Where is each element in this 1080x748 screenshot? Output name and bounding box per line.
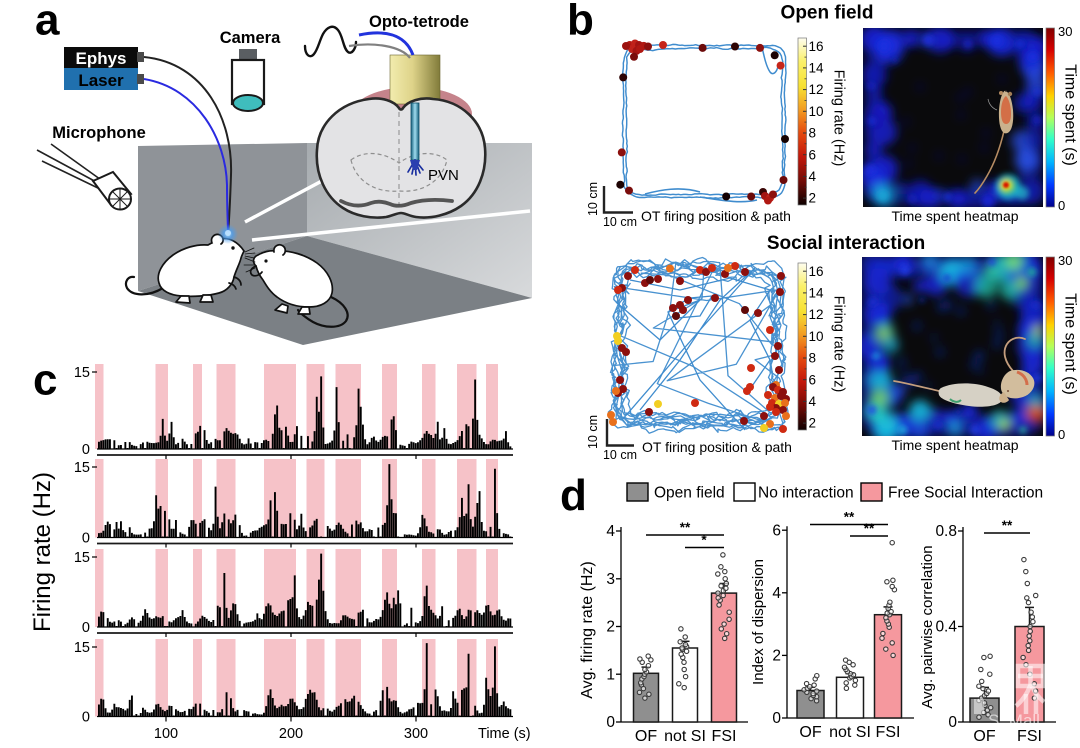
svg-text:PVN: PVN xyxy=(428,167,459,184)
svg-text:4: 4 xyxy=(606,523,615,540)
svg-text:6: 6 xyxy=(809,372,817,387)
svg-text:12: 12 xyxy=(809,82,824,97)
svg-text:0: 0 xyxy=(1058,198,1065,213)
svg-text:16: 16 xyxy=(809,264,824,279)
svg-text:0: 0 xyxy=(606,714,615,731)
svg-text:10 cm: 10 cm xyxy=(586,415,600,449)
svg-text:0: 0 xyxy=(82,531,90,547)
svg-text:14: 14 xyxy=(809,286,825,301)
svg-text:12: 12 xyxy=(809,307,824,322)
svg-text:Time (s): Time (s) xyxy=(478,726,531,742)
svg-text:Opto-tetrode: Opto-tetrode xyxy=(369,13,469,31)
svg-text:Ephys: Ephys xyxy=(75,49,126,68)
svg-text:c: c xyxy=(33,356,57,405)
svg-text:OT firing position & path: OT firing position & path xyxy=(642,439,792,455)
svg-text:10 cm: 10 cm xyxy=(603,448,637,462)
svg-text:Laser: Laser xyxy=(78,71,124,90)
svg-text:0: 0 xyxy=(82,620,90,636)
svg-text:4: 4 xyxy=(809,394,817,409)
svg-text:FSI: FSI xyxy=(712,728,737,745)
svg-text:FSI: FSI xyxy=(876,724,901,741)
svg-text:6: 6 xyxy=(772,522,781,539)
svg-text:No interaction: No interaction xyxy=(758,485,854,502)
svg-text:not SI: not SI xyxy=(664,728,706,745)
svg-text:16: 16 xyxy=(809,39,824,54)
svg-text:14: 14 xyxy=(809,61,825,76)
svg-text:not SI: not SI xyxy=(829,724,871,741)
svg-text:OF: OF xyxy=(635,728,657,745)
svg-text:15: 15 xyxy=(74,640,90,656)
svg-text:Open field: Open field xyxy=(654,485,725,502)
svg-text:a: a xyxy=(35,0,60,45)
svg-text:30: 30 xyxy=(1058,253,1072,268)
svg-text:Avg. pairwise correlation: Avg. pairwise correlation xyxy=(919,545,936,708)
svg-text:Open field: Open field xyxy=(781,3,874,24)
svg-text:10 cm: 10 cm xyxy=(603,215,637,229)
svg-text:2: 2 xyxy=(809,416,817,431)
svg-text:b: b xyxy=(567,0,594,45)
svg-text:FSI: FSI xyxy=(1017,728,1042,745)
svg-text:0: 0 xyxy=(948,714,957,731)
svg-text:Social interaction: Social interaction xyxy=(767,233,925,254)
svg-text:1: 1 xyxy=(606,667,615,684)
svg-text:8: 8 xyxy=(809,351,817,366)
svg-text:S..Mall: S..Mall xyxy=(988,711,1040,730)
svg-text:0.4: 0.4 xyxy=(935,619,957,636)
svg-text:8: 8 xyxy=(809,126,817,141)
svg-text:10: 10 xyxy=(809,104,824,119)
svg-text:10: 10 xyxy=(809,329,824,344)
svg-text:Time spent heatmap: Time spent heatmap xyxy=(891,208,1018,224)
svg-text:Microphone: Microphone xyxy=(52,124,146,142)
svg-text:2: 2 xyxy=(809,191,817,206)
svg-text:15: 15 xyxy=(74,460,90,476)
svg-text:**: ** xyxy=(864,521,875,536)
svg-text:0.8: 0.8 xyxy=(935,523,957,540)
svg-text:Time spent (s): Time spent (s) xyxy=(1062,293,1079,395)
svg-text:Time spent heatmap: Time spent heatmap xyxy=(891,437,1018,453)
svg-text:Free Social Interaction: Free Social Interaction xyxy=(888,485,1043,502)
svg-text:4: 4 xyxy=(772,585,781,602)
svg-text:OF: OF xyxy=(799,724,821,741)
svg-text:100: 100 xyxy=(154,726,178,742)
svg-text:0: 0 xyxy=(82,442,90,458)
svg-text:Firing rate (Hz): Firing rate (Hz) xyxy=(29,472,56,632)
svg-text:Time spent (s): Time spent (s) xyxy=(1062,64,1079,166)
svg-text:Avg. firing rate (Hz): Avg. firing rate (Hz) xyxy=(579,561,596,699)
svg-text:Firing rate (Hz): Firing rate (Hz) xyxy=(831,296,847,393)
svg-text:2: 2 xyxy=(606,619,615,636)
svg-text:d: d xyxy=(560,471,587,520)
svg-text:**: ** xyxy=(680,520,691,535)
svg-text:300: 300 xyxy=(404,726,428,742)
svg-text:0: 0 xyxy=(772,710,781,727)
svg-text:OT firing position & path: OT firing position & path xyxy=(641,208,791,224)
svg-text:0: 0 xyxy=(1058,427,1065,442)
svg-text:*: * xyxy=(701,533,707,548)
svg-text:6: 6 xyxy=(809,147,817,162)
svg-text:**: ** xyxy=(1002,518,1013,533)
svg-text:2: 2 xyxy=(772,648,781,665)
svg-text:15: 15 xyxy=(74,550,90,566)
svg-text:200: 200 xyxy=(279,726,303,742)
svg-text:15: 15 xyxy=(74,365,90,381)
svg-text:OF: OF xyxy=(973,728,995,745)
svg-text:**: ** xyxy=(844,510,855,525)
svg-text:3: 3 xyxy=(606,571,615,588)
svg-text:Camera: Camera xyxy=(220,29,281,47)
svg-text:Firing rate (Hz): Firing rate (Hz) xyxy=(831,70,847,167)
svg-text:10 cm: 10 cm xyxy=(586,182,600,216)
svg-text:4: 4 xyxy=(809,169,817,184)
svg-text:30: 30 xyxy=(1058,24,1072,39)
svg-text:0: 0 xyxy=(82,710,90,726)
svg-text:Index of dispersion: Index of dispersion xyxy=(750,559,767,685)
